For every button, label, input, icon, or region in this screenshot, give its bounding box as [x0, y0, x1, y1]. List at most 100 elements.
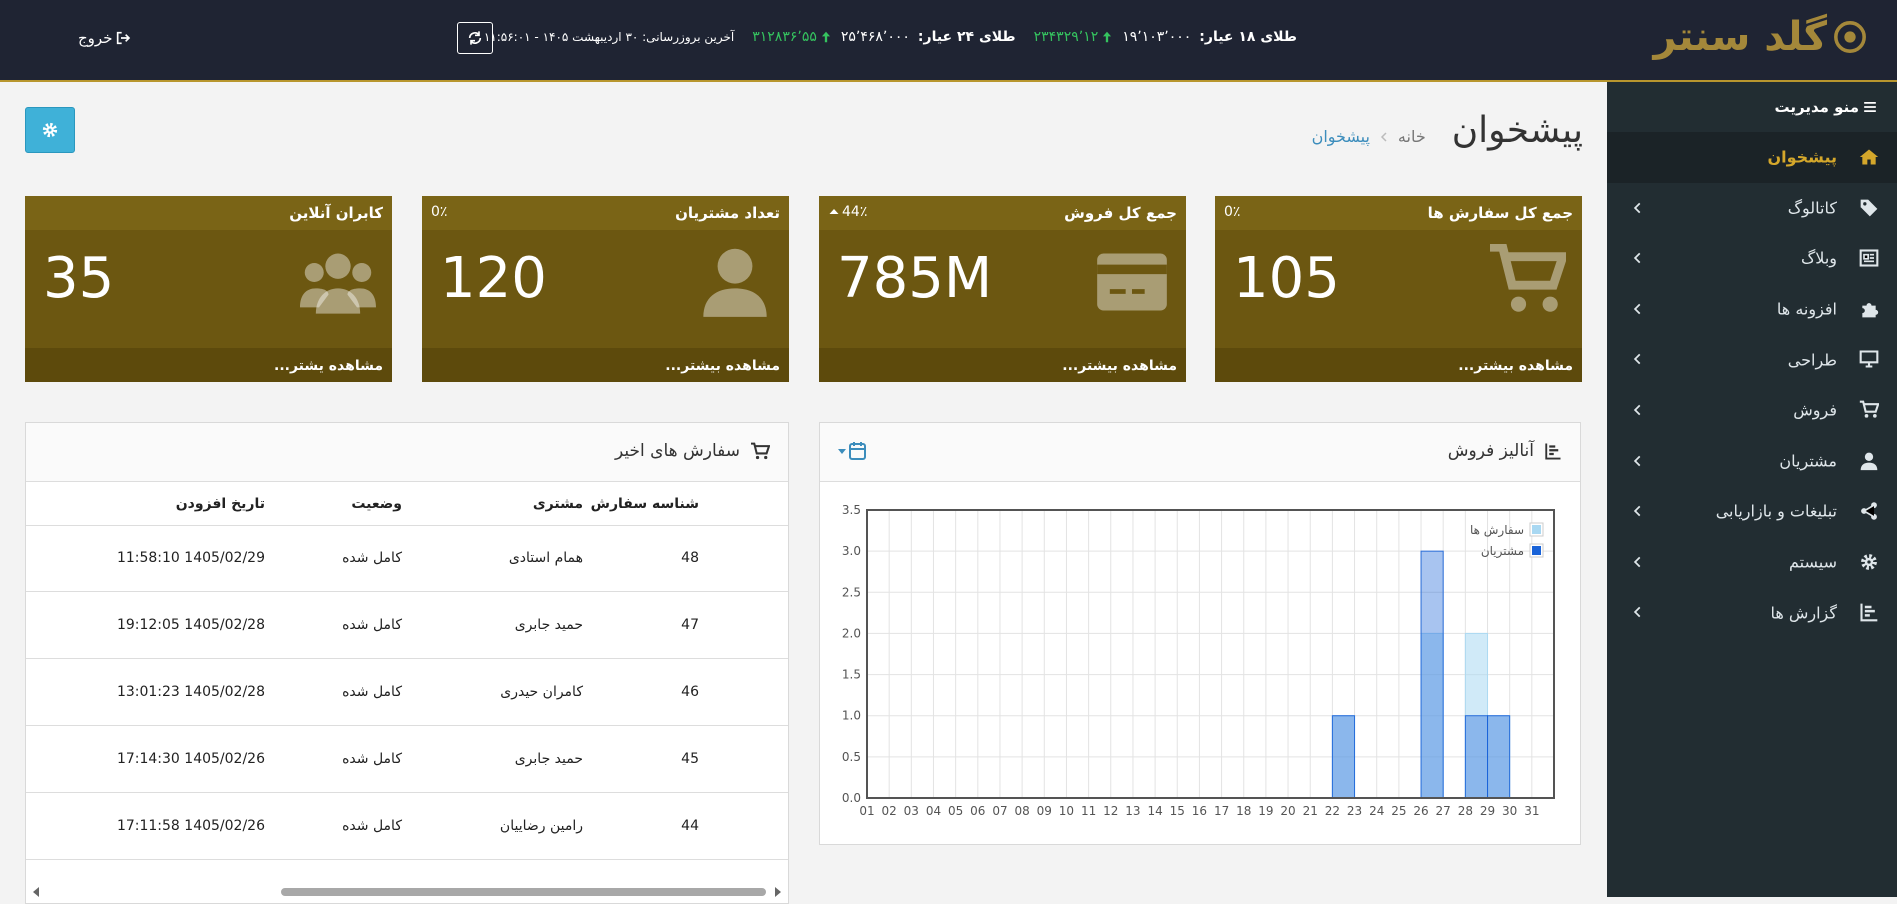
logo-mark: [1834, 21, 1866, 53]
icon-part: [1863, 254, 1874, 263]
icon-part: [1834, 21, 1866, 53]
stat-change: 44٪: [828, 204, 867, 220]
menu-icon: [1859, 350, 1879, 368]
menu-label: تبلیغات و بازاریابی: [1715, 501, 1837, 521]
gold-price: ۲۵٬۴۶۸٬۰۰۰: [840, 29, 910, 45]
table-cell: 1405/02/29 11:58:10: [116, 550, 265, 566]
date-picker[interactable]: [838, 441, 868, 461]
menu-icon: [1861, 553, 1877, 570]
gold-label: طلای ۲۴ عیار:: [917, 29, 1016, 45]
menu-label: فروش: [1793, 400, 1837, 420]
table-cell: حمید جابری: [514, 617, 583, 633]
logout-icon: [117, 31, 131, 45]
gold-label: طلای ۱۸ عیار:: [1199, 29, 1297, 45]
column-header: وضعیت: [351, 495, 402, 512]
table-header: شناسه سفارش مشتری وضعیت تاریخ افزودن: [26, 482, 788, 526]
menu-item[interactable]: سیستم: [1607, 537, 1897, 588]
menu-item[interactable]: فروش: [1607, 385, 1897, 436]
bar: [1464, 715, 1489, 799]
icon-part: [1867, 560, 1871, 564]
stat-box: تعداد مشتریان 0٪ 120 مشاهده بیشتر...: [422, 196, 789, 382]
menu-item[interactable]: مشتریان: [1607, 436, 1897, 487]
menu-icon: [1860, 199, 1878, 216]
icon-part: [1864, 606, 1875, 617]
stat-value: 120: [440, 246, 547, 311]
table-cell: رامین رضاییان: [499, 818, 583, 834]
legend-swatch-color: [1532, 525, 1541, 534]
orders-panel: سفارش های اخیر شناسه سفارش مشتری وضعیت تاری…: [25, 422, 789, 904]
stat-change: 0٪: [1224, 204, 1240, 220]
logout[interactable]: خروج: [78, 29, 131, 47]
icon-part: [304, 263, 324, 282]
column-header: تاریخ افزودن: [175, 495, 265, 512]
menu-item[interactable]: وبلاگ: [1607, 233, 1897, 284]
stat-header: [819, 196, 1186, 230]
menu-item[interactable]: تبلیغات و بازاریابی: [1607, 486, 1897, 537]
icon-part: [1860, 462, 1878, 470]
icon-part: [33, 887, 39, 897]
stat-icon: [1097, 253, 1167, 311]
menu-item[interactable]: افزونه ها: [1607, 284, 1897, 335]
x-tick-label: 13: [1125, 804, 1140, 818]
gold-change: ۳۱۲۸۳۶٬۵۵: [752, 29, 833, 45]
menu-item[interactable]: گزارش ها: [1607, 587, 1897, 638]
stat-link[interactable]: مشاهده بیشتر...: [1062, 358, 1177, 374]
bar: [1331, 715, 1356, 799]
icon-part: [42, 122, 58, 138]
breadcrumb-home[interactable]: خانه: [1397, 127, 1426, 146]
table-cell: کامران حیدری: [500, 684, 583, 700]
table-cell: 47: [681, 617, 699, 633]
x-tick-label: 04: [926, 804, 941, 818]
gold-price: ۱۹٬۱۰۳٬۰۰۰: [1122, 29, 1192, 45]
menu-icon: [1860, 452, 1878, 470]
settings-button[interactable]: [25, 107, 75, 153]
stat-link[interactable]: مشاهده بیشتر...: [665, 358, 780, 374]
table-cell: 44: [681, 818, 699, 834]
stat-box: جمع کل فروش 44٪ 785M مشاهده بیشتر...: [819, 196, 1186, 382]
stat-footer: [1215, 348, 1582, 382]
icon-part: [1633, 252, 1641, 264]
stat-value: 35: [43, 246, 115, 311]
refresh-button[interactable]: [457, 22, 493, 54]
legend-swatch-color: [1532, 546, 1541, 555]
bar: [1420, 550, 1444, 799]
menu-icon: [1861, 502, 1877, 520]
chevron: [1633, 556, 1641, 568]
stat-link[interactable]: مشاهده بیشتر...: [1458, 358, 1573, 374]
ticker: طلای ۱۸ عیار: ۱۹٬۱۰۳٬۰۰۰ ۲۳۴۳۲۹٬۱۲ طلای ۲۴ …: [484, 29, 1297, 45]
chevron: [1633, 455, 1641, 466]
icon-part: [1864, 102, 1876, 112]
icon-part: [1545, 443, 1561, 460]
scrollbar[interactable]: [26, 882, 788, 902]
menu-label: کاتالوگ: [1787, 198, 1837, 218]
logout-text: خروج: [78, 29, 113, 47]
icon-part: [300, 288, 376, 308]
up-caret: [829, 209, 839, 214]
menu-label: گزارش ها: [1770, 603, 1837, 623]
table-cell: 48: [681, 550, 699, 566]
icon-part: [703, 288, 767, 317]
x-tick-label: 18: [1236, 804, 1251, 818]
x-tick-label: 12: [1103, 804, 1118, 818]
panel-title-text: سفارش های اخیر: [615, 441, 740, 461]
icon-part: [1542, 296, 1558, 312]
stat-link[interactable]: مشاهده یشتر...: [274, 358, 383, 374]
menu-item[interactable]: پیشخوان: [1607, 132, 1897, 183]
chart-icon: [1545, 443, 1561, 460]
menu-item[interactable]: طراحی: [1607, 334, 1897, 385]
icon-part: [1863, 201, 1867, 206]
icon-part: [829, 209, 839, 214]
chevron: [1633, 505, 1641, 517]
y-tick-label: 0.0: [842, 791, 861, 805]
stat-title: تعداد مشتریان: [675, 204, 780, 222]
x-tick-label: 11: [1081, 804, 1096, 818]
refresh-icon: [468, 31, 482, 45]
x-tick-label: 30: [1502, 804, 1517, 818]
up-arrow: [1103, 31, 1112, 43]
icon-part: [821, 31, 830, 43]
logo[interactable]: گلد سنتر: [1654, 14, 1868, 60]
legend-label: سفارش ها: [1470, 523, 1524, 538]
table-cell: کامل شده: [342, 818, 402, 834]
menu-item[interactable]: کاتالوگ: [1607, 183, 1897, 234]
x-tick-label: 19: [1258, 804, 1273, 818]
